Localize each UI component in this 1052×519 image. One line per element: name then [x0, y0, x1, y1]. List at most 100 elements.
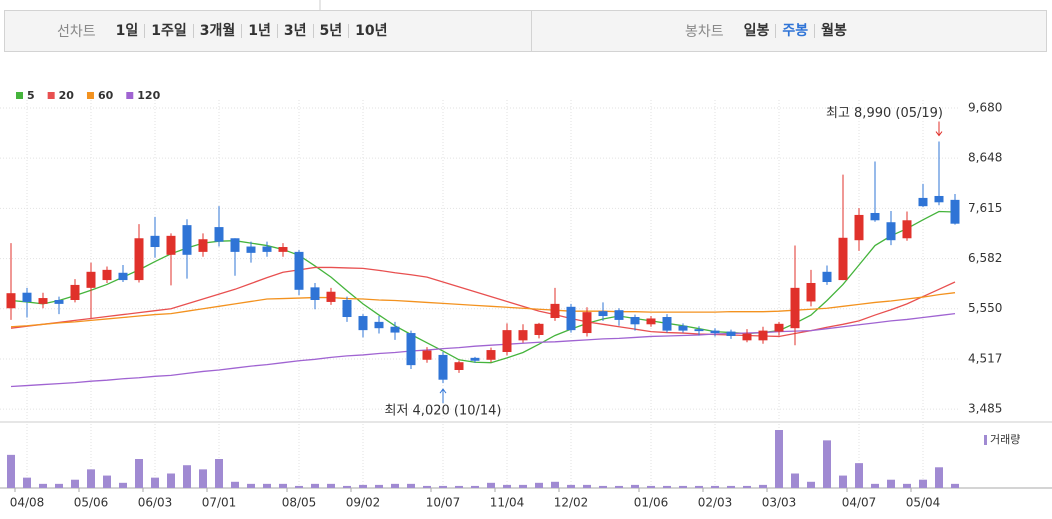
candle-body — [598, 311, 608, 317]
volume-bar — [359, 484, 367, 488]
candle-body — [214, 227, 224, 242]
range-option[interactable]: 3개월 — [192, 24, 242, 38]
ma-line — [10, 312, 956, 388]
candle-body — [438, 354, 448, 380]
candle-body — [758, 330, 768, 341]
legend-label: 120 — [137, 89, 160, 102]
volume-bar — [183, 465, 191, 488]
x-tick-label: 10/07 — [426, 496, 461, 510]
candle-body — [726, 331, 736, 336]
candle-body — [70, 284, 80, 300]
x-tick-label: 08/05 — [282, 496, 317, 510]
volume-bar — [791, 473, 799, 488]
candle-body — [886, 222, 896, 241]
volume-bar — [87, 469, 95, 488]
candle-body — [102, 269, 112, 281]
volume-bar — [631, 484, 639, 488]
legend-label: 5 — [27, 89, 35, 102]
x-tick-label: 09/02 — [346, 496, 381, 510]
period-option[interactable]: 월봉 — [814, 24, 853, 38]
candle-body — [534, 323, 544, 335]
candle-body — [166, 235, 176, 255]
volume-bar — [535, 482, 543, 488]
x-tick-label: 05/04 — [906, 496, 941, 510]
x-tick-label: 01/06 — [634, 496, 669, 510]
y-tick-label: 4,517 — [968, 351, 1002, 365]
volume-bar — [743, 485, 751, 488]
candle-body — [550, 303, 560, 318]
candle-body — [918, 197, 928, 207]
x-tick-label: 04/08 — [10, 496, 45, 510]
y-tick-label: 8,648 — [968, 151, 1002, 165]
candle-body — [358, 316, 368, 331]
candle-body — [38, 298, 48, 304]
x-tick-label: 05/06 — [74, 496, 109, 510]
candle-body — [22, 292, 32, 302]
range-option[interactable]: 1주일 — [144, 24, 193, 38]
volume-bar — [215, 459, 223, 488]
range-option[interactable]: 1일 — [115, 23, 139, 39]
candle-body — [742, 333, 752, 341]
volume-bar — [951, 483, 959, 488]
group-label: 봉차트 — [685, 24, 724, 40]
legend-swatch — [47, 92, 55, 99]
volume-bar — [199, 469, 207, 488]
volume-bar — [567, 484, 575, 488]
range-option[interactable]: 5년 — [312, 24, 349, 38]
candle-body — [678, 325, 688, 331]
candle-body — [262, 246, 272, 252]
candle-body — [806, 282, 816, 302]
candle-body — [230, 238, 240, 252]
x-tick-label: 04/07 — [842, 496, 877, 510]
volume-bar — [839, 475, 847, 488]
candle-body — [518, 330, 528, 341]
candle-body — [662, 317, 672, 331]
volume-bar — [7, 454, 15, 488]
volume-legend-label: 거래량 — [990, 433, 1020, 446]
period-option[interactable]: 일봉 — [743, 23, 770, 39]
volume-bar — [759, 484, 767, 488]
candle-body — [198, 239, 208, 252]
legend-swatch — [126, 92, 134, 99]
range-option[interactable]: 1년 — [241, 24, 277, 38]
candle-body — [454, 362, 464, 370]
range-option[interactable]: 10년 — [348, 24, 393, 38]
candle-body — [838, 237, 848, 281]
volume-bar — [471, 485, 479, 488]
y-tick-label: 5,550 — [968, 301, 1002, 315]
period-option[interactable]: 주봉 — [775, 24, 814, 38]
volume-bar — [775, 430, 783, 488]
volume-bar — [311, 483, 319, 488]
volume-bar — [647, 485, 655, 488]
volume-bar — [583, 484, 591, 488]
y-tick-label: 3,485 — [968, 402, 1002, 416]
x-tick-label: 11/04 — [490, 496, 525, 510]
volume-bar — [135, 459, 143, 488]
volume-bar — [23, 477, 31, 488]
candle-body — [150, 235, 160, 248]
candle-body — [326, 291, 336, 302]
volume-bar — [439, 485, 447, 488]
candle-body — [118, 272, 128, 281]
candle-body — [294, 251, 304, 290]
volume-bar — [711, 485, 719, 488]
candle-body — [406, 333, 416, 366]
volume-bar — [151, 477, 159, 488]
candle-chart-group: 봉차트 일봉 주봉 월봉 — [685, 11, 853, 51]
volume-bar — [407, 483, 415, 488]
candle-body — [470, 357, 480, 361]
candle-body — [502, 330, 512, 353]
x-tick-label: 12/02 — [554, 496, 589, 510]
candle-body — [934, 195, 944, 203]
divider — [531, 11, 532, 51]
candle-body — [54, 299, 64, 304]
annotation-high: 최고 8,990 (05/19) — [826, 106, 943, 121]
x-tick-label: 06/03 — [138, 496, 173, 510]
range-option[interactable]: 3년 — [276, 24, 313, 38]
candle-body — [950, 199, 960, 224]
candle-body — [902, 220, 912, 239]
candle-body — [790, 287, 800, 329]
volume-bar — [39, 483, 47, 488]
